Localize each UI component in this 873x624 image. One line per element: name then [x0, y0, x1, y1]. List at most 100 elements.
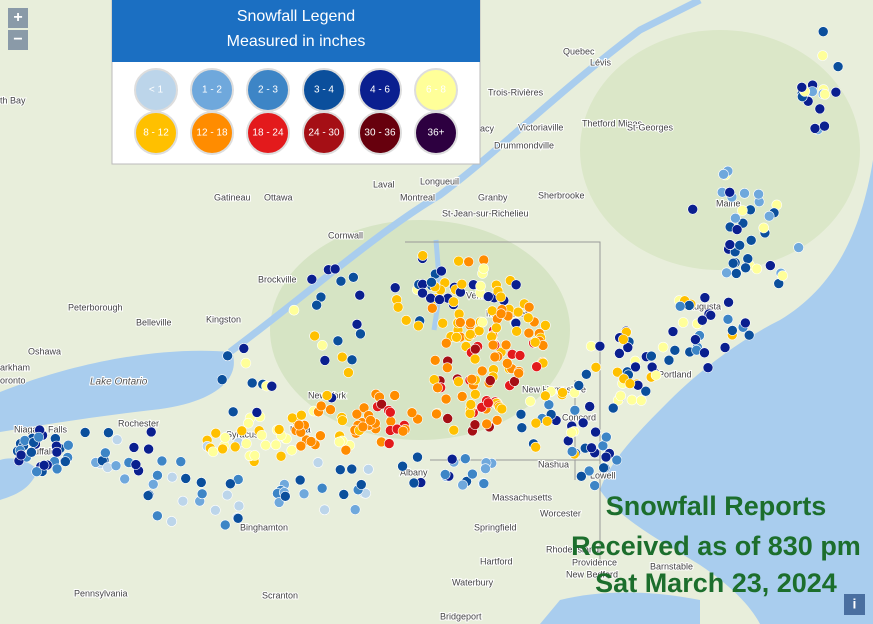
report-dot — [530, 417, 542, 429]
info[interactable]: i — [844, 594, 865, 615]
report-dot — [429, 355, 441, 366]
report-dot — [238, 343, 250, 354]
report-dot — [33, 431, 45, 443]
report-dot — [523, 301, 535, 313]
place-label: oronto — [0, 375, 26, 385]
legend-label: 3 - 4 — [314, 85, 334, 96]
report-dot — [476, 365, 488, 377]
report-dot — [495, 291, 507, 303]
report-dot — [529, 337, 541, 348]
report-dot — [286, 444, 298, 456]
report-dot — [522, 312, 534, 324]
report-dot — [557, 387, 568, 398]
legend-swatch — [358, 111, 402, 155]
legend-label: 6 - 8 — [426, 85, 446, 96]
report-dot — [51, 463, 63, 475]
report-dot — [79, 427, 91, 438]
report-dot — [376, 398, 387, 410]
report-dot — [128, 442, 140, 453]
zoom-in-label[interactable]: + — [13, 9, 22, 26]
report-dot — [501, 358, 513, 369]
report-dot — [777, 270, 788, 282]
report-dot — [819, 120, 830, 132]
place-label: Peterborough — [68, 302, 123, 312]
report-dot — [317, 340, 328, 351]
report-dot — [463, 256, 474, 268]
report-dot — [175, 456, 187, 467]
report-dot — [817, 50, 828, 61]
report-dot — [222, 350, 233, 362]
report-dot — [60, 456, 71, 467]
report-dot — [434, 294, 445, 305]
place-label: Brockville — [258, 274, 297, 284]
report-dot — [586, 442, 597, 454]
water-label: Lake Ontario — [90, 377, 148, 388]
report-dot — [156, 455, 168, 467]
report-dot — [796, 81, 808, 93]
zoom-out-button[interactable] — [8, 30, 28, 50]
report-dot — [240, 357, 252, 369]
zoom-out-label[interactable]: − — [13, 31, 22, 48]
report-dot — [440, 393, 452, 405]
legend-subtitle: Measured in inches — [227, 33, 366, 50]
report-dot — [306, 273, 318, 285]
legend-swatch — [134, 111, 178, 155]
zoom-in[interactable]: + — [8, 8, 28, 28]
report-dot — [51, 446, 63, 458]
place-label: Kingston — [206, 314, 241, 324]
report-dot — [437, 317, 449, 329]
report-dot — [496, 403, 508, 415]
place-label: Thetford Mines — [582, 118, 643, 128]
report-dot — [336, 351, 348, 363]
report-dot — [316, 482, 328, 494]
report-dot — [357, 421, 369, 433]
legend-swatch — [414, 111, 458, 155]
report-dot — [663, 354, 675, 366]
report-dot — [319, 355, 331, 366]
report-dot — [432, 382, 443, 394]
overlay-date: Sat March 23, 2024 — [595, 568, 837, 598]
report-dot — [483, 291, 494, 302]
report-dot — [469, 353, 481, 365]
report-dot — [305, 436, 317, 447]
report-dot — [417, 287, 428, 299]
report-dot — [467, 468, 478, 480]
zoom-out[interactable]: − — [8, 30, 28, 50]
report-dot — [491, 322, 502, 334]
report-dot — [355, 479, 367, 490]
report-dot — [573, 380, 585, 391]
report-dot — [640, 385, 652, 397]
report-dot — [392, 301, 404, 313]
report-dot — [236, 425, 248, 437]
report-dot — [365, 415, 376, 426]
report-dot — [697, 314, 708, 326]
info-label[interactable]: i — [853, 596, 857, 612]
legend-label: 4 - 6 — [370, 85, 390, 96]
report-dot — [657, 341, 669, 353]
report-dot — [145, 426, 157, 438]
report-dot — [219, 519, 231, 531]
report-dot — [817, 26, 829, 37]
place-label: arkham — [0, 362, 30, 372]
report-dot — [439, 469, 451, 480]
report-dot — [275, 450, 287, 462]
report-dot — [512, 306, 524, 318]
report-dot — [427, 302, 438, 314]
report-dot — [195, 477, 207, 488]
place-label: Pennsylvania — [74, 588, 128, 598]
report-dot — [110, 460, 122, 471]
legend-label: 36+ — [428, 128, 445, 139]
legend-swatch — [302, 111, 346, 155]
zoom-in-button[interactable] — [8, 8, 28, 28]
info-button[interactable] — [844, 594, 865, 615]
report-dot — [315, 400, 327, 412]
report-dot — [413, 320, 424, 332]
report-dot — [618, 334, 629, 345]
report-dot — [454, 317, 466, 328]
place-label: Oshawa — [28, 346, 61, 356]
report-dot — [753, 188, 764, 200]
report-dot — [332, 335, 344, 347]
report-dot — [478, 478, 490, 489]
report-dot — [335, 275, 347, 287]
